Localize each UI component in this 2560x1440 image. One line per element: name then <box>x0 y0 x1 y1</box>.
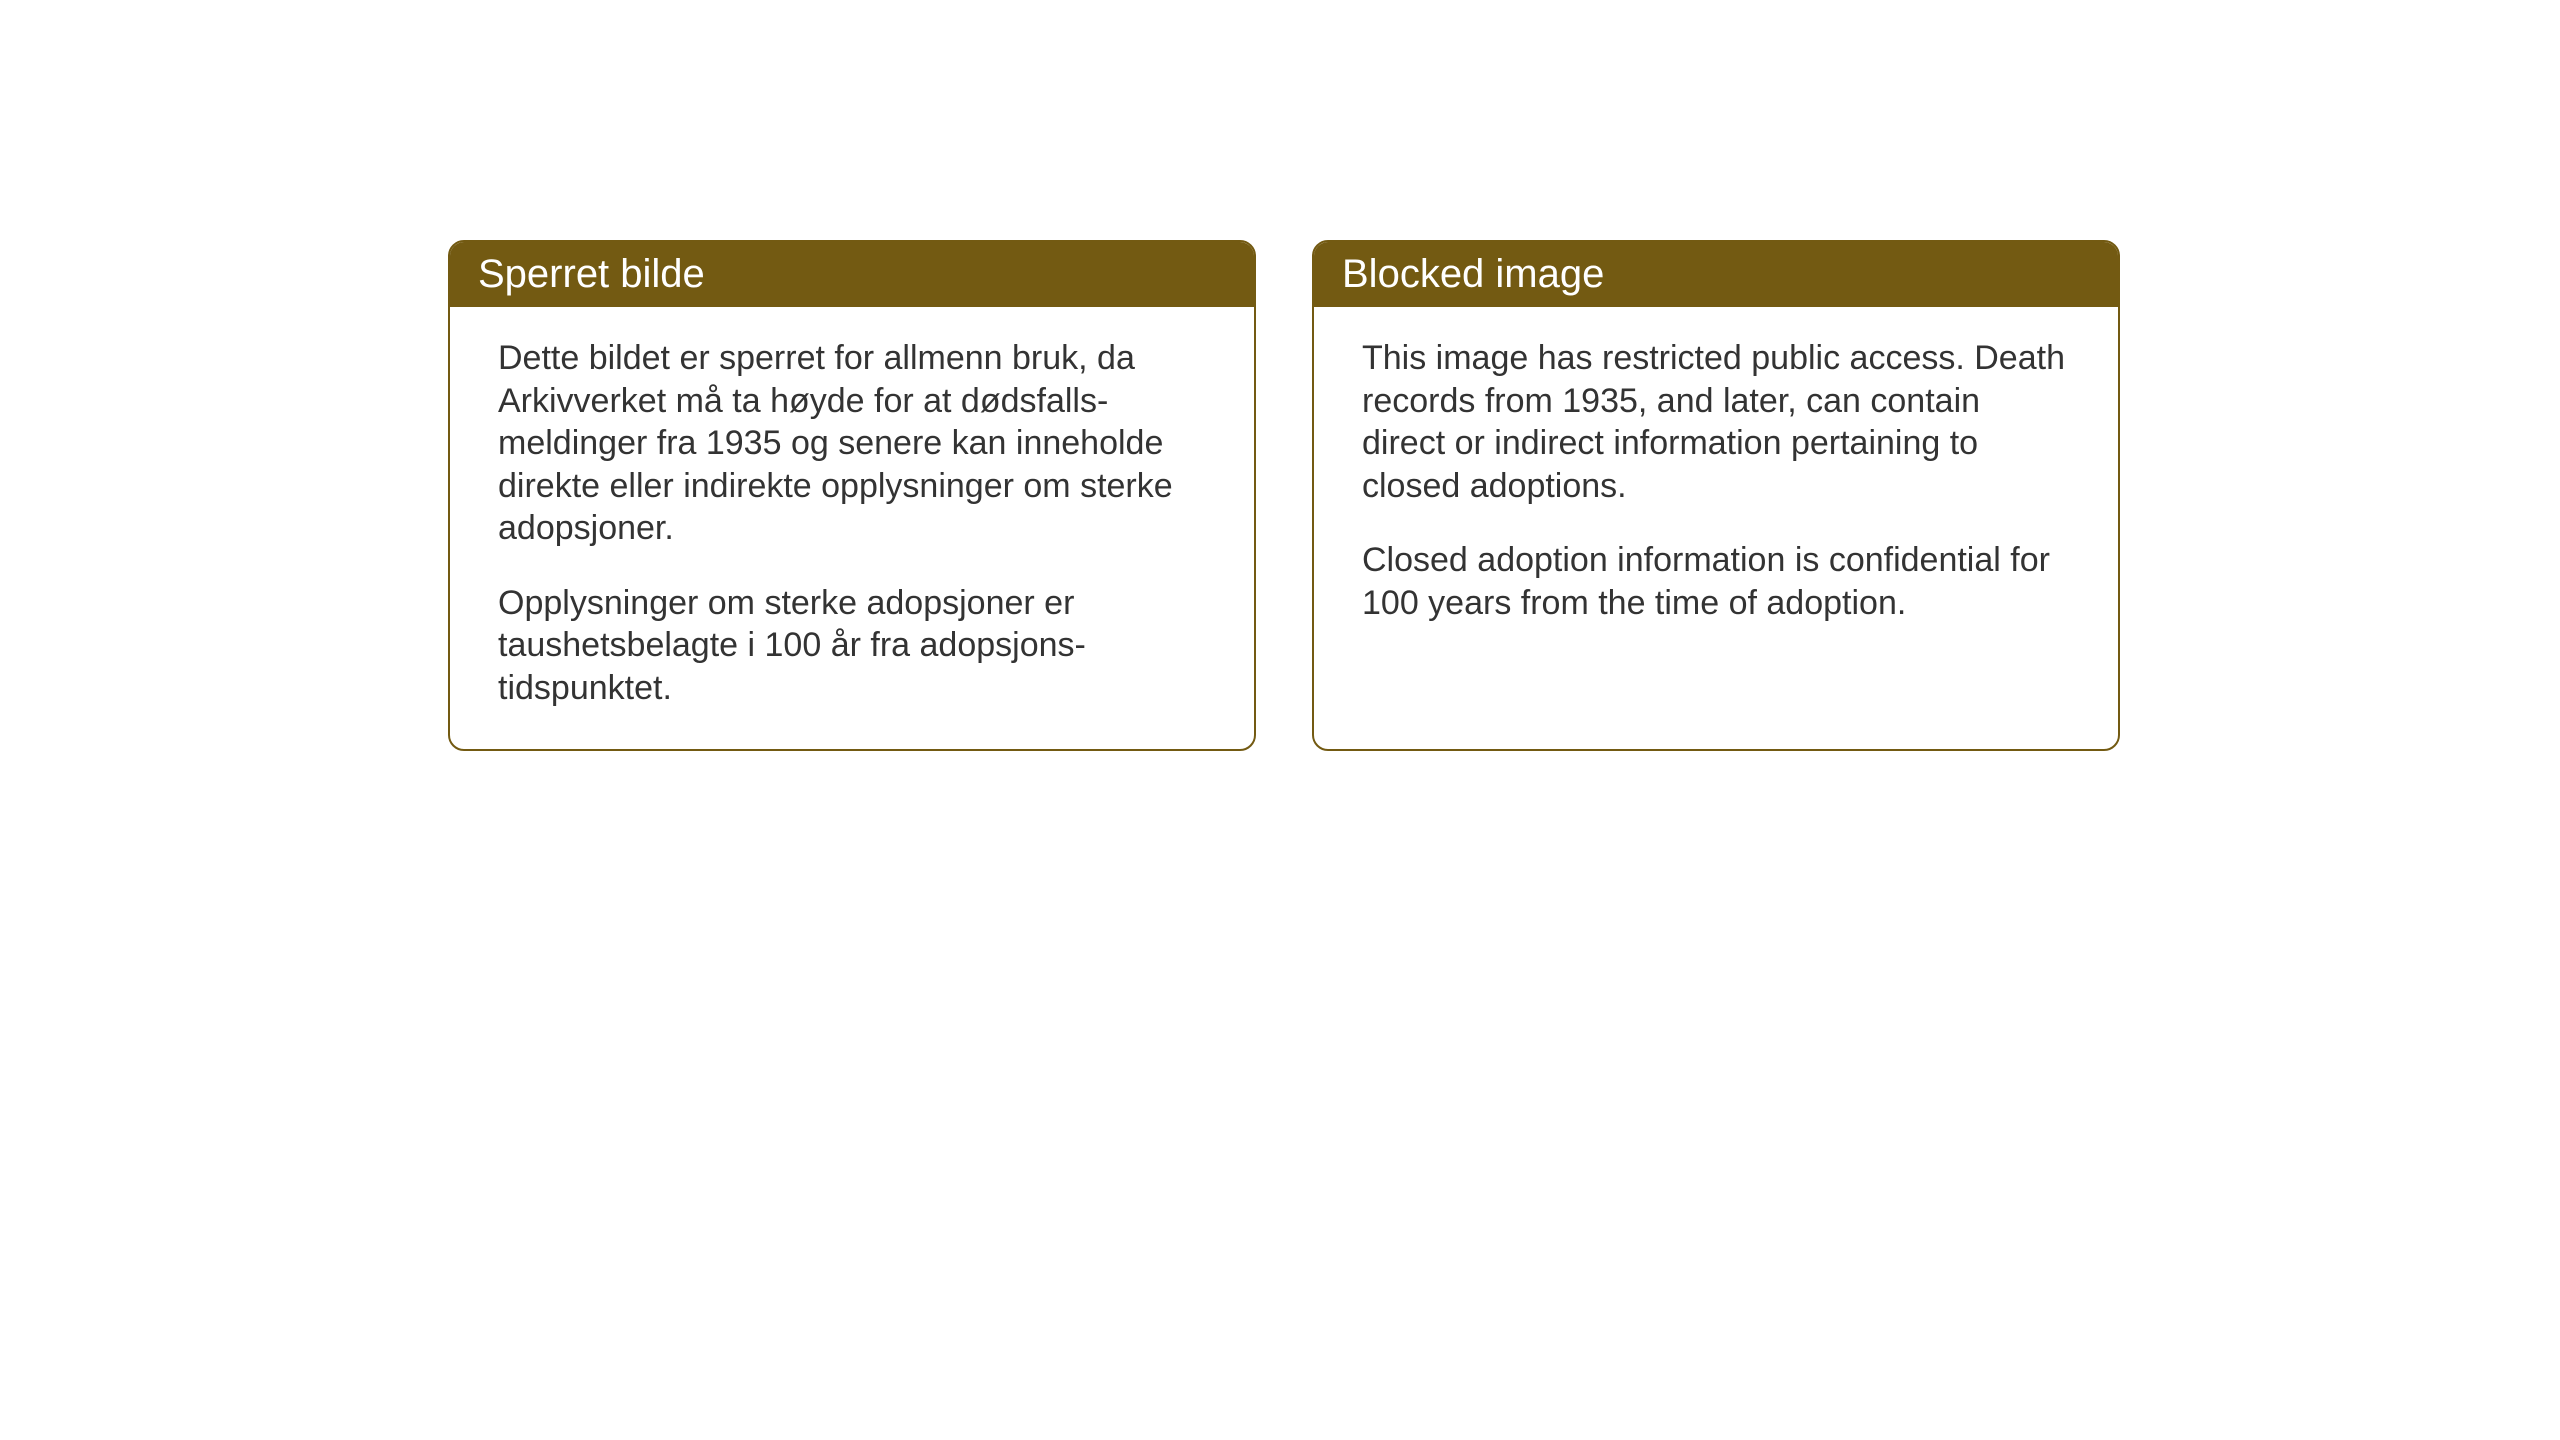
norwegian-paragraph-2: Opplysninger om sterke adopsjoner er tau… <box>498 582 1206 710</box>
notice-cards-container: Sperret bilde Dette bildet er sperret fo… <box>448 240 2120 751</box>
norwegian-card-body: Dette bildet er sperret for allmenn bruk… <box>450 307 1254 749</box>
norwegian-notice-card: Sperret bilde Dette bildet er sperret fo… <box>448 240 1256 751</box>
english-notice-card: Blocked image This image has restricted … <box>1312 240 2120 751</box>
english-paragraph-2: Closed adoption information is confident… <box>1362 539 2070 624</box>
english-card-title: Blocked image <box>1314 242 2118 307</box>
norwegian-paragraph-1: Dette bildet er sperret for allmenn bruk… <box>498 337 1206 550</box>
english-card-body: This image has restricted public access.… <box>1314 307 2118 664</box>
english-paragraph-1: This image has restricted public access.… <box>1362 337 2070 507</box>
norwegian-card-title: Sperret bilde <box>450 242 1254 307</box>
